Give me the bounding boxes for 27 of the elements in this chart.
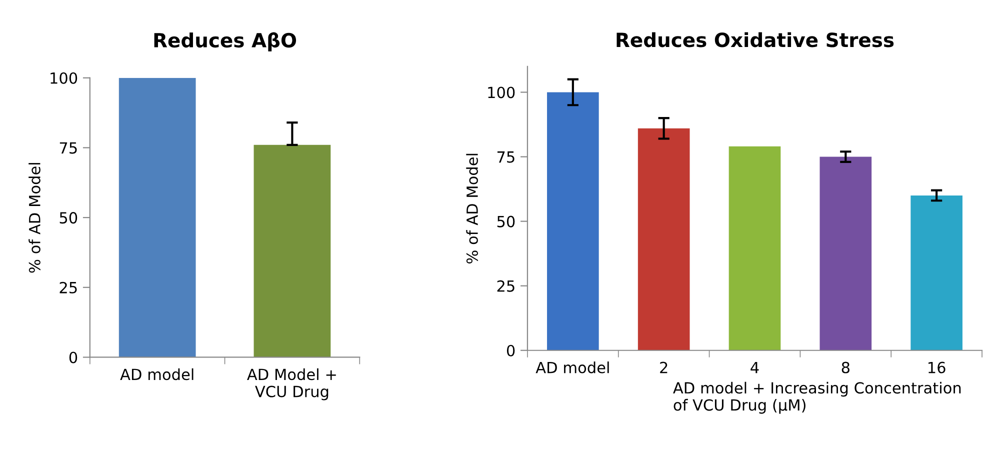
x-tick-label: AD Model + VCU Drug [247, 368, 336, 400]
y-tick-label: 50 [60, 212, 78, 224]
y-tick-label: 25 [60, 282, 77, 294]
bar [728, 146, 781, 350]
x-tick-label: AD model [536, 361, 609, 374]
x-axis-title: AD model + Increasing Concentration of VCU Drug (μM) [673, 382, 961, 414]
x-tick-label: 4 [750, 362, 759, 374]
bar [547, 92, 599, 350]
bar [910, 195, 962, 350]
chart-title: Reduces Oxidative Stress [616, 32, 894, 48]
x-tick-label: 2 [660, 362, 668, 374]
y-tick-label: 0 [69, 352, 78, 364]
bar [638, 128, 690, 350]
y-tick-label: 50 [497, 216, 515, 228]
y-tick-label: 75 [497, 151, 514, 163]
y-axis-title: % of AD Model [466, 154, 478, 264]
bar [820, 156, 872, 350]
y-tick-label: 25 [497, 280, 514, 292]
x-tick-label: 16 [928, 362, 946, 374]
y-tick-label: 100 [488, 86, 515, 98]
y-axis-title: % of AD Model [28, 163, 40, 273]
y-tick-label: 75 [60, 142, 77, 154]
x-tick-label: AD model [120, 368, 194, 380]
x-tick-label: 8 [842, 362, 850, 374]
y-tick-label: 100 [50, 72, 78, 84]
chart-title: Reduces AβO [154, 32, 296, 52]
y-tick-label: 0 [506, 344, 515, 356]
